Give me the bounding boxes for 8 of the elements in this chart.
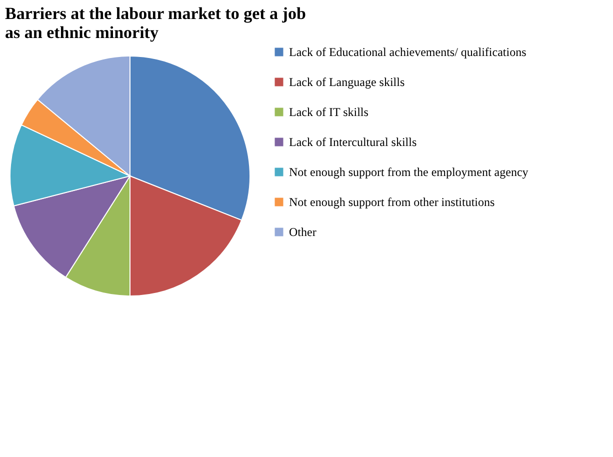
legend-label: Lack of Educational achievements/ qualifications — [289, 45, 527, 59]
legend-label: Other — [289, 225, 316, 239]
legend-label: Not enough support from other institutions — [289, 195, 495, 209]
legend-label: Lack of Language skills — [289, 75, 405, 89]
legend-label: Not enough support from the employment agency — [289, 165, 528, 179]
legend-label: Lack of Intercultural skills — [289, 135, 417, 149]
legend-label: Lack of IT skills — [289, 105, 369, 119]
chart-title: Barriers at the labour market to get a job as an ethnic minority — [5, 4, 306, 42]
